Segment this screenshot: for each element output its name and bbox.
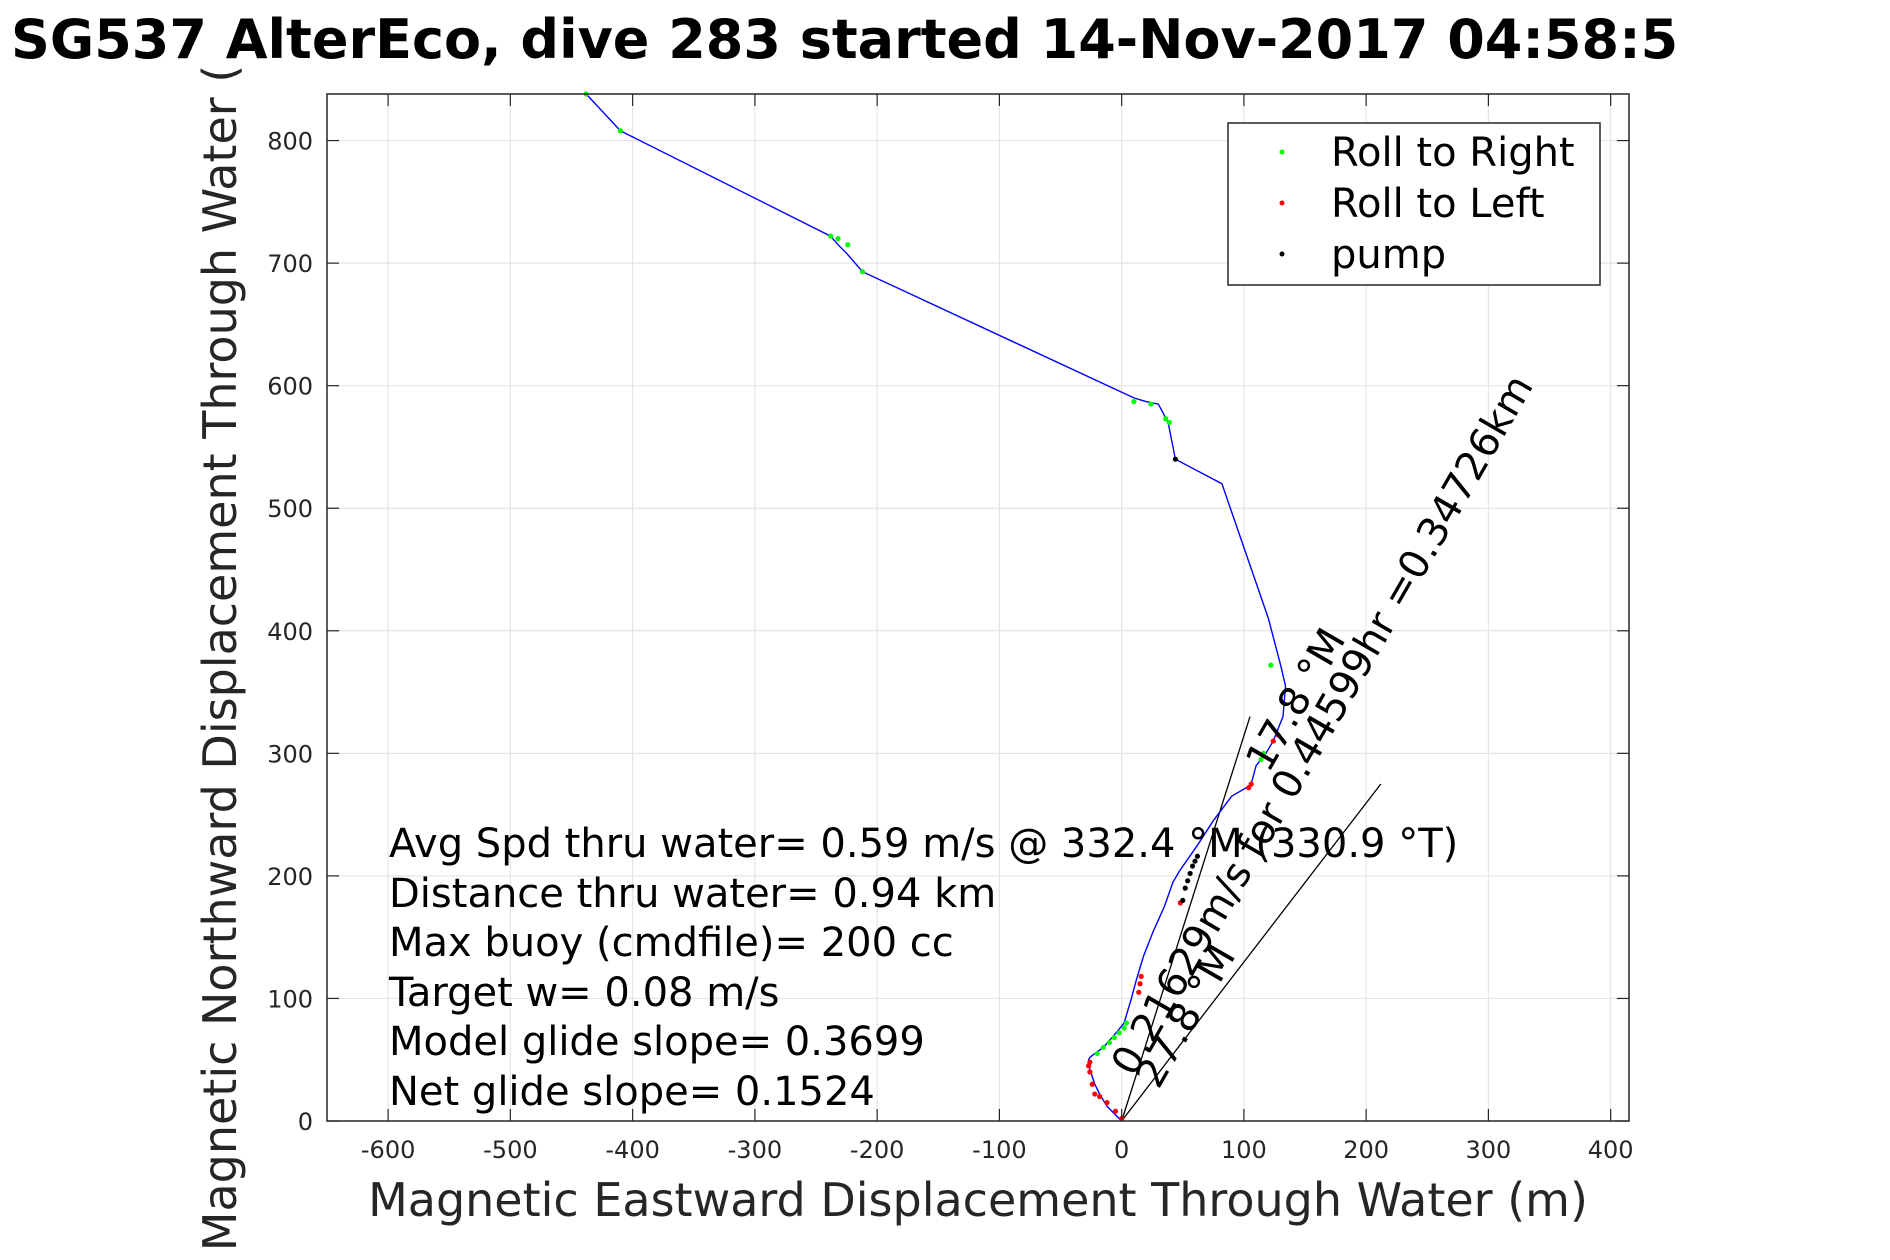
marker-pump-5 bbox=[1189, 863, 1196, 869]
marker-roll-to-right-6 bbox=[828, 233, 834, 239]
legend-label-roll-right: Roll to Right bbox=[1331, 130, 1575, 176]
marker-pump-1 bbox=[1180, 897, 1186, 904]
stat-max-buoy: Max buoy (cmdfile)= 200 cc bbox=[389, 920, 954, 966]
marker-roll-to-left-7 bbox=[1112, 1108, 1119, 1114]
legend-marker-roll-right bbox=[1279, 149, 1285, 155]
marker-roll-to-left-5 bbox=[1097, 1093, 1103, 1100]
marker-pump-6 bbox=[1192, 858, 1198, 864]
x-tick-label-10: 400 bbox=[1588, 1136, 1634, 1164]
y-tick-label-5: 500 bbox=[267, 495, 313, 523]
marker-layer bbox=[583, 91, 1281, 1122]
x-tick-label-6: 0 bbox=[1114, 1136, 1129, 1164]
marker-pump-7 bbox=[1194, 853, 1201, 859]
legend-label-pump: pump bbox=[1331, 232, 1446, 278]
marker-roll-to-left-12 bbox=[1246, 785, 1252, 791]
chart-title: SG537 AlterEco, dive 283 started 14-Nov-… bbox=[11, 8, 1678, 71]
marker-roll-to-left-3 bbox=[1089, 1081, 1095, 1087]
marker-roll-to-right-5 bbox=[835, 236, 841, 242]
marker-roll-to-left-11 bbox=[1138, 973, 1144, 979]
marker-roll-to-right-4 bbox=[845, 242, 851, 248]
stat-distance: Distance thru water= 0.94 km bbox=[389, 871, 996, 917]
marker-roll-to-right-2 bbox=[1163, 416, 1169, 422]
x-tick-label-5: -100 bbox=[972, 1136, 1026, 1164]
marker-pump-4 bbox=[1187, 870, 1193, 877]
y-tick-label-6: 600 bbox=[267, 373, 313, 401]
marker-roll-to-left-14 bbox=[1270, 738, 1276, 744]
marker-roll-to-left-2 bbox=[1087, 1059, 1093, 1065]
marker-roll-to-right-17 bbox=[1116, 1030, 1122, 1036]
x-tick-label-8: 200 bbox=[1343, 1136, 1389, 1164]
plot-frame bbox=[326, 93, 1630, 1122]
reference-line-0 bbox=[1121, 716, 1251, 1122]
marker-roll-to-left-13 bbox=[1248, 781, 1254, 787]
marker-roll-to-left-0 bbox=[1087, 1069, 1093, 1075]
x-tick-label-3: -300 bbox=[728, 1136, 782, 1164]
stat-target-w: Target w= 0.08 m/s bbox=[388, 970, 779, 1016]
tick-labels: -600 -500 -400 -300 -200 -100 0 100 200 300 400 0 10… bbox=[267, 128, 1633, 1164]
x-tick-label-9: 300 bbox=[1466, 1136, 1512, 1164]
stat-avg-speed: Avg Spd thru water= 0.59 m/s @ 332.4 °M … bbox=[389, 821, 1458, 867]
y-tick-label-3: 300 bbox=[267, 740, 313, 768]
marker-pump-2 bbox=[1182, 885, 1188, 891]
x-tick-label-7: 100 bbox=[1221, 1136, 1267, 1164]
marker-roll-to-right-3 bbox=[1166, 419, 1172, 426]
y-tick-label-4: 400 bbox=[267, 618, 313, 646]
x-tick-label-2: -400 bbox=[605, 1136, 659, 1164]
marker-roll-to-right-11 bbox=[1258, 756, 1264, 763]
legend-marker-roll-left bbox=[1279, 200, 1285, 206]
y-tick-label-2: 200 bbox=[267, 863, 313, 891]
marker-roll-to-right-7 bbox=[859, 269, 866, 275]
marker-roll-to-left-10 bbox=[1137, 981, 1143, 987]
stat-model-glide-slope: Model glide slope= 0.3699 bbox=[389, 1019, 925, 1065]
y-tick-label-0: 0 bbox=[298, 1108, 313, 1136]
legend-box bbox=[1227, 122, 1601, 286]
marker-roll-to-right-0 bbox=[1131, 399, 1137, 405]
x-tick-label-0: -600 bbox=[361, 1136, 415, 1164]
stat-net-glide-slope: Net glide slope= 0.1524 bbox=[389, 1069, 875, 1115]
marker-roll-to-right-19 bbox=[1123, 1020, 1130, 1026]
legend-marker-pump bbox=[1279, 251, 1285, 257]
marker-roll-to-right-8 bbox=[617, 128, 624, 134]
marker-pump-0 bbox=[1172, 456, 1179, 462]
x-tick-label-1: -500 bbox=[483, 1136, 537, 1164]
legend: Roll to Right Roll to Left pump bbox=[1227, 122, 1601, 286]
marker-roll-to-right-13 bbox=[1094, 1050, 1100, 1057]
marker-roll-to-right-16 bbox=[1111, 1035, 1117, 1041]
marker-roll-to-left-15 bbox=[1275, 732, 1281, 738]
marker-roll-to-right-18 bbox=[1121, 1025, 1127, 1031]
marker-roll-to-right-1 bbox=[1148, 401, 1154, 407]
y-tick-label-8: 800 bbox=[267, 128, 313, 156]
y-tick-label-7: 700 bbox=[267, 250, 313, 278]
marker-roll-to-right-12 bbox=[1260, 750, 1267, 756]
marker-pump-3 bbox=[1185, 878, 1191, 884]
marker-roll-to-left-6 bbox=[1104, 1100, 1110, 1106]
marker-roll-to-left-4 bbox=[1092, 1091, 1098, 1097]
legend-label-roll-left: Roll to Left bbox=[1331, 181, 1545, 227]
marker-roll-to-left-9 bbox=[1136, 989, 1142, 995]
marker-roll-to-right-15 bbox=[1106, 1039, 1113, 1046]
y-axis-title: Magnetic Northward Displacement Through … bbox=[193, 65, 247, 1251]
x-tick-label-4: -200 bbox=[850, 1136, 904, 1164]
stats-block: Avg Spd thru water= 0.59 m/s @ 332.4 °M … bbox=[388, 821, 1458, 1115]
marker-roll-to-right-10 bbox=[1268, 662, 1274, 668]
reference-lines bbox=[1121, 716, 1382, 1122]
marker-roll-to-right-14 bbox=[1100, 1044, 1106, 1051]
reference-line-1 bbox=[1121, 783, 1382, 1122]
x-axis-title: Magnetic Eastward Displacement Through W… bbox=[368, 1173, 1588, 1227]
y-tick-label-1: 100 bbox=[267, 985, 313, 1013]
